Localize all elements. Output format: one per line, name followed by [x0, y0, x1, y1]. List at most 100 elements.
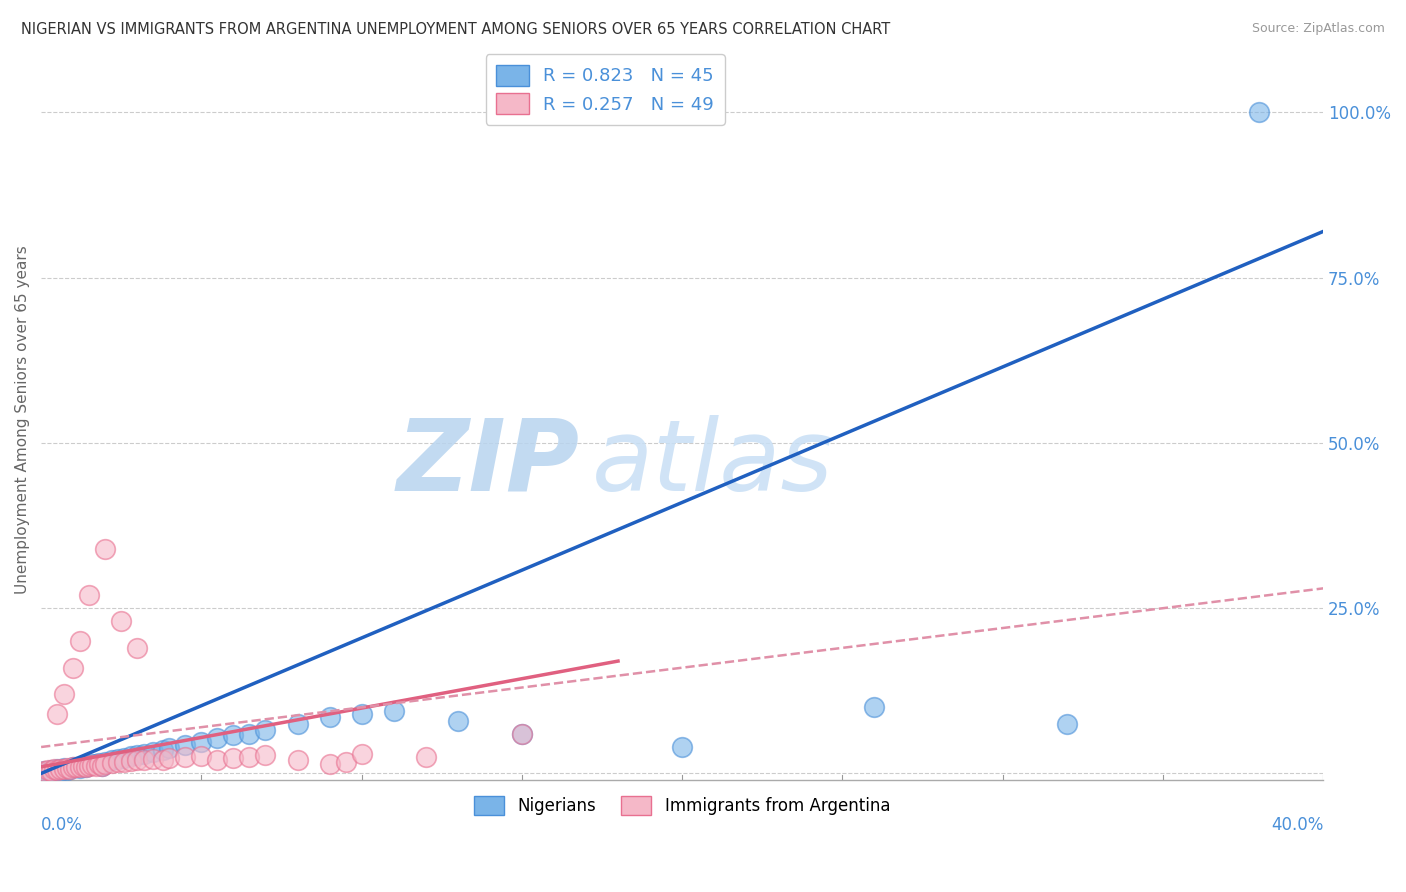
Point [350, 706, 373, 721]
Point [52, 763, 75, 777]
Point [174, 738, 197, 752]
Point [350, 747, 373, 761]
Point [91, 758, 114, 772]
Point [84, 757, 107, 772]
Point [69, 760, 91, 774]
Point [174, 750, 197, 764]
Point [100, 756, 122, 770]
Point [152, 742, 174, 756]
Point [42, 764, 65, 779]
Point [69, 634, 91, 648]
Point [190, 748, 212, 763]
Point [142, 745, 165, 759]
Point [69, 761, 91, 775]
Point [254, 747, 277, 762]
Point [65, 760, 87, 774]
Point [157, 741, 180, 756]
Point [863, 700, 886, 714]
Point [62, 760, 84, 774]
Point [287, 717, 309, 731]
Point [62, 760, 84, 774]
Point [82, 757, 104, 772]
Point [77, 588, 100, 602]
Text: ZIP: ZIP [396, 415, 579, 511]
Point [49, 764, 72, 778]
Point [55, 761, 77, 775]
Text: 40.0%: 40.0% [1271, 816, 1323, 834]
Text: 0.0%: 0.0% [41, 816, 83, 834]
Point [127, 640, 149, 655]
Point [120, 754, 142, 768]
Point [190, 735, 212, 749]
Point [34, 764, 56, 779]
Point [62, 661, 84, 675]
Point [49, 762, 72, 776]
Point [318, 710, 340, 724]
Point [127, 747, 149, 762]
Text: NIGERIAN VS IMMIGRANTS FROM ARGENTINA UNEMPLOYMENT AMONG SENIORS OVER 65 YEARS C: NIGERIAN VS IMMIGRANTS FROM ARGENTINA UN… [21, 22, 890, 37]
Point [207, 731, 229, 746]
Point [46, 706, 69, 721]
Point [157, 751, 180, 765]
Point [94, 541, 117, 556]
Point [120, 749, 142, 764]
Text: Source: ZipAtlas.com: Source: ZipAtlas.com [1251, 22, 1385, 36]
Point [114, 755, 136, 769]
Point [82, 756, 104, 771]
Point [132, 747, 155, 761]
Point [222, 728, 245, 742]
Point [75, 760, 97, 774]
Point [447, 714, 470, 728]
Point [107, 755, 129, 769]
Point [510, 727, 533, 741]
Point [127, 753, 149, 767]
Point [510, 727, 533, 741]
Point [75, 760, 97, 774]
Point [415, 750, 437, 764]
Point [37, 763, 59, 777]
Legend: Nigerians, Immigrants from Argentina: Nigerians, Immigrants from Argentina [468, 789, 897, 822]
Point [1056, 717, 1078, 731]
Point [34, 764, 56, 779]
Point [114, 750, 136, 764]
Point [77, 758, 100, 772]
Point [59, 762, 82, 776]
Point [87, 756, 110, 770]
Point [132, 753, 155, 767]
Point [238, 750, 260, 764]
Point [84, 758, 107, 772]
Point [382, 704, 405, 718]
Point [46, 763, 69, 777]
Point [207, 753, 229, 767]
Point [37, 764, 59, 778]
Point [39, 764, 62, 778]
Point [110, 615, 132, 629]
Point [142, 752, 165, 766]
Point [55, 763, 77, 777]
Y-axis label: Unemployment Among Seniors over 65 years: Unemployment Among Seniors over 65 years [15, 245, 30, 594]
Point [91, 759, 114, 773]
Point [94, 755, 117, 769]
Point [77, 757, 100, 772]
Point [318, 756, 340, 771]
Point [335, 755, 357, 769]
Point [59, 762, 82, 776]
Point [87, 757, 110, 772]
Point [254, 723, 277, 738]
Point [72, 759, 94, 773]
Text: atlas: atlas [592, 415, 834, 511]
Point [238, 727, 260, 741]
Point [107, 752, 129, 766]
Point [52, 687, 75, 701]
Point [42, 763, 65, 777]
Point [100, 753, 122, 767]
Point [152, 753, 174, 767]
Point [46, 763, 69, 777]
Point [72, 758, 94, 772]
Point [39, 763, 62, 777]
Point [52, 761, 75, 775]
Point [65, 760, 87, 774]
Point [222, 751, 245, 765]
Point [287, 753, 309, 767]
Point [671, 739, 693, 754]
